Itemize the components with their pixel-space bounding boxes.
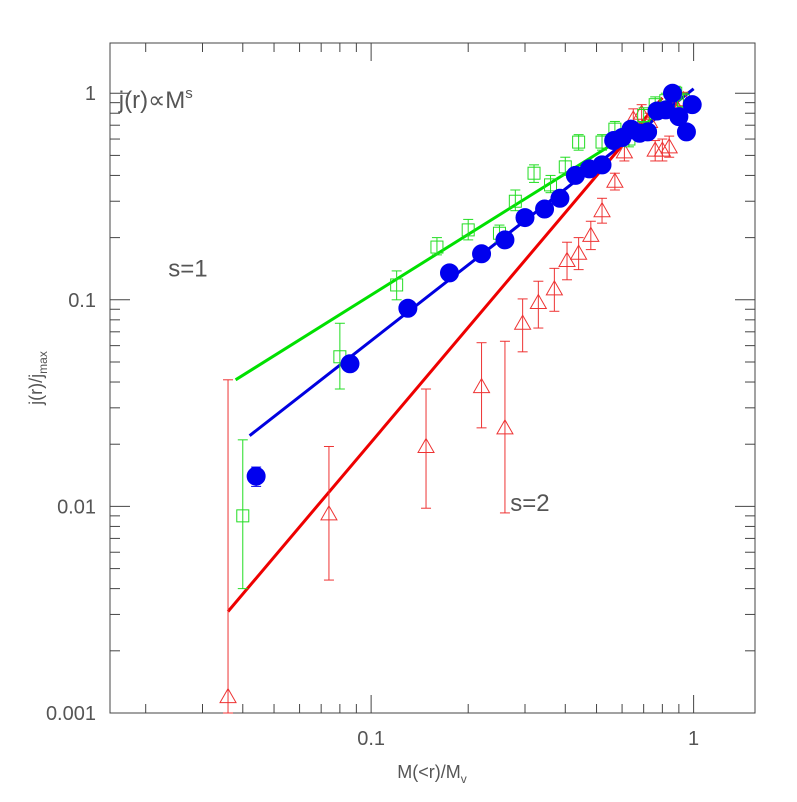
axis-ticks [110, 43, 755, 714]
s1-annotation: s=1 [168, 255, 207, 282]
data-point-square [461, 223, 475, 237]
x-tick-label: 0.1 [357, 728, 385, 750]
y-axis-label: j(r)/jmax [26, 351, 50, 406]
x-axis-label: M(<r)/Mv [397, 762, 466, 786]
data-point-triangle [660, 137, 679, 154]
data-point-triangle [653, 141, 672, 157]
data-point-square [527, 166, 541, 180]
data-point-circle [638, 122, 658, 142]
data-point-square [572, 135, 586, 149]
fit-line [234, 101, 680, 382]
data-point-square [508, 194, 522, 208]
data-point-triangle [219, 687, 237, 704]
data-point-circle [669, 107, 689, 127]
data-point-circle [535, 199, 555, 219]
relation-annotation: j(r)∝Ms [118, 85, 193, 114]
data-point-circle [340, 354, 360, 374]
data-point-circle [662, 83, 682, 103]
data-point-circle [515, 208, 535, 228]
data-point-triangle [496, 418, 514, 435]
data-point-triangle [320, 504, 338, 521]
data-point-circle [472, 244, 492, 264]
data-point-triangle [593, 201, 611, 218]
data-point-square [236, 509, 250, 523]
y-tick-label: 1 [85, 83, 96, 105]
y-tick-label: 0.001 [46, 703, 96, 725]
data-point-circle [682, 95, 702, 115]
data-point-triangle [615, 142, 634, 159]
data-markers [219, 83, 702, 714]
axis-tick-labels: 0.1 1 0.001 0.01 0.1 1 [46, 83, 699, 750]
data-point-square [430, 240, 444, 254]
data-point-triangle [513, 314, 532, 330]
data-point-circle [495, 230, 515, 250]
data-point-triangle [529, 293, 548, 310]
data-point-triangle [472, 377, 491, 394]
data-point-circle [676, 122, 696, 142]
y-tick-label: 0.01 [57, 496, 96, 518]
data-point-circle [246, 466, 266, 486]
data-point-circle [439, 263, 459, 283]
s2-annotation: s=2 [510, 490, 549, 517]
data-point-circle [550, 188, 570, 208]
data-point-triangle [569, 244, 588, 260]
data-point-circle [592, 155, 612, 175]
y-tick-label: 0.1 [68, 290, 96, 312]
data-point-square [390, 278, 404, 292]
plot-frame [109, 42, 756, 714]
x-tick-label: 1 [688, 728, 699, 750]
data-point-triangle [606, 172, 624, 188]
data-point-circle [398, 298, 418, 318]
fit-line [226, 96, 664, 613]
data-point-triangle [581, 226, 600, 242]
data-point-triangle [545, 279, 564, 296]
data-point-square [544, 178, 558, 192]
data-point-triangle [417, 437, 435, 453]
